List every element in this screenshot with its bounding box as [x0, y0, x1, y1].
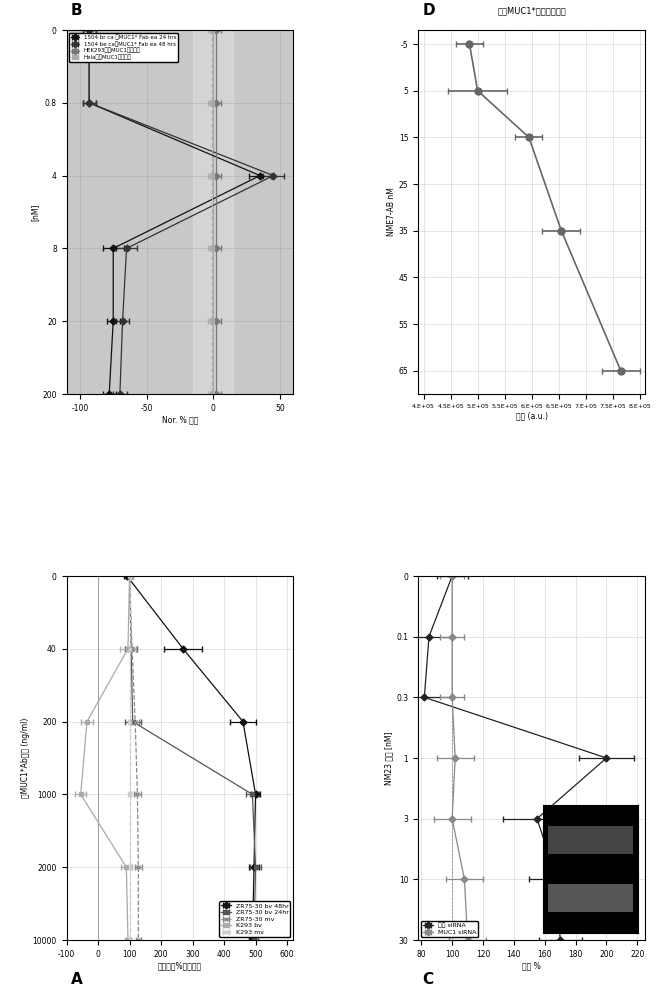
Y-axis label: NME7-AB nM: NME7-AB nM	[387, 188, 396, 236]
X-axis label: 斥卡 %: 斥卡 %	[522, 962, 541, 970]
Text: A: A	[71, 972, 82, 987]
Text: C: C	[423, 972, 434, 987]
Legend: 1504 br ca 抗MUC1* Fab ea 24 hrs, 1504 be ca抗MUC1* Fab ea 48 hrs, HEK293对照MUC1阴性细: 1504 br ca 抗MUC1* Fab ea 24 hrs, 1504 be…	[69, 33, 178, 62]
X-axis label: 斥卡细胞%斥卡迁移: 斥卡细胞%斥卡迁移	[158, 962, 202, 970]
X-axis label: 荧光 (a.u.): 荧光 (a.u.)	[515, 412, 547, 420]
Bar	[194, 30, 233, 394]
Y-axis label: 抗MUC1*Ab浓度 (ng/ml): 抗MUC1*Ab浓度 (ng/ml)	[21, 718, 30, 798]
Legend: ZR75-30 bv 48hr, ZR75-30 bv 24hr, ZR75-30 mv, K293 bv, K293 mv: ZR75-30 bv 48hr, ZR75-30 bv 24hr, ZR75-3…	[219, 901, 290, 937]
Y-axis label: [nM]: [nM]	[31, 203, 39, 221]
Text: 诱导MUC1*阳性细胞生长: 诱导MUC1*阳性细胞生长	[497, 6, 566, 15]
Text: D: D	[423, 3, 436, 18]
Y-axis label: NM23 浓度 [nM]: NM23 浓度 [nM]	[384, 731, 394, 785]
Text: B: B	[71, 3, 82, 18]
X-axis label: Nor. % 斥卡: Nor. % 斥卡	[162, 416, 198, 424]
Legend: 对照 siRNA, MUC1 siRNA: 对照 siRNA, MUC1 siRNA	[422, 921, 477, 937]
